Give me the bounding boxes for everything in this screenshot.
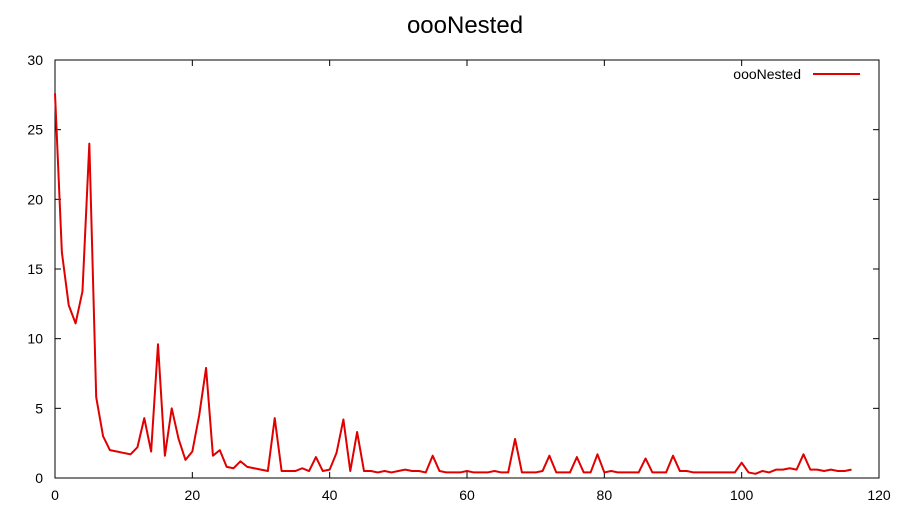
series-layer (54, 93, 852, 475)
legend: oooNested (733, 66, 860, 82)
x-tick-label: 40 (322, 487, 338, 503)
plot-frame (54, 59, 880, 479)
series-line (54, 93, 852, 475)
legend-label: oooNested (733, 66, 801, 82)
y-tick-label: 10 (27, 331, 43, 347)
y-tick-label: 30 (27, 52, 43, 68)
y-tick-label: 5 (35, 400, 43, 416)
x-tick-label: 20 (185, 487, 201, 503)
x-tick-label: 120 (867, 487, 891, 503)
x-tick-label: 0 (51, 487, 59, 503)
chart-title: oooNested (407, 12, 523, 39)
x-tick-label: 100 (730, 487, 754, 503)
y-tick-label: 25 (27, 122, 43, 138)
x-tick-label: 60 (459, 487, 475, 503)
y-tick-label: 0 (35, 470, 43, 486)
axes: 0 20 40 60 80 100 120 0 5 10 15 20 25 30 (27, 52, 890, 503)
x-tick-label: 80 (597, 487, 613, 503)
y-tick-label: 15 (27, 261, 43, 277)
y-tick-label: 20 (27, 191, 43, 207)
